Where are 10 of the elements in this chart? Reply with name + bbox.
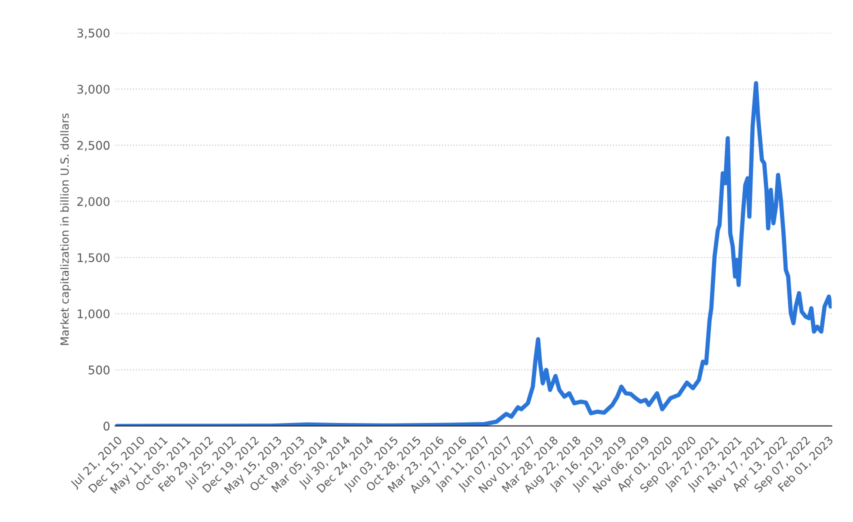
- y-tick-label: 3,000: [77, 84, 110, 95]
- y-tick-label: 2,500: [77, 140, 110, 152]
- y-tick-label: 0: [104, 422, 110, 431]
- y-tick-label: 500: [88, 366, 110, 374]
- y-axis-title: Market capitalization in billion U.S. dollars: [60, 113, 71, 345]
- y-tick-label: 3,500: [77, 28, 110, 39]
- line-series: [115, 81, 832, 426]
- y-tick-label: 2,000: [77, 197, 110, 208]
- y-tick-label: 1,500: [78, 253, 110, 264]
- y-tick-label: 1,000: [78, 309, 110, 320]
